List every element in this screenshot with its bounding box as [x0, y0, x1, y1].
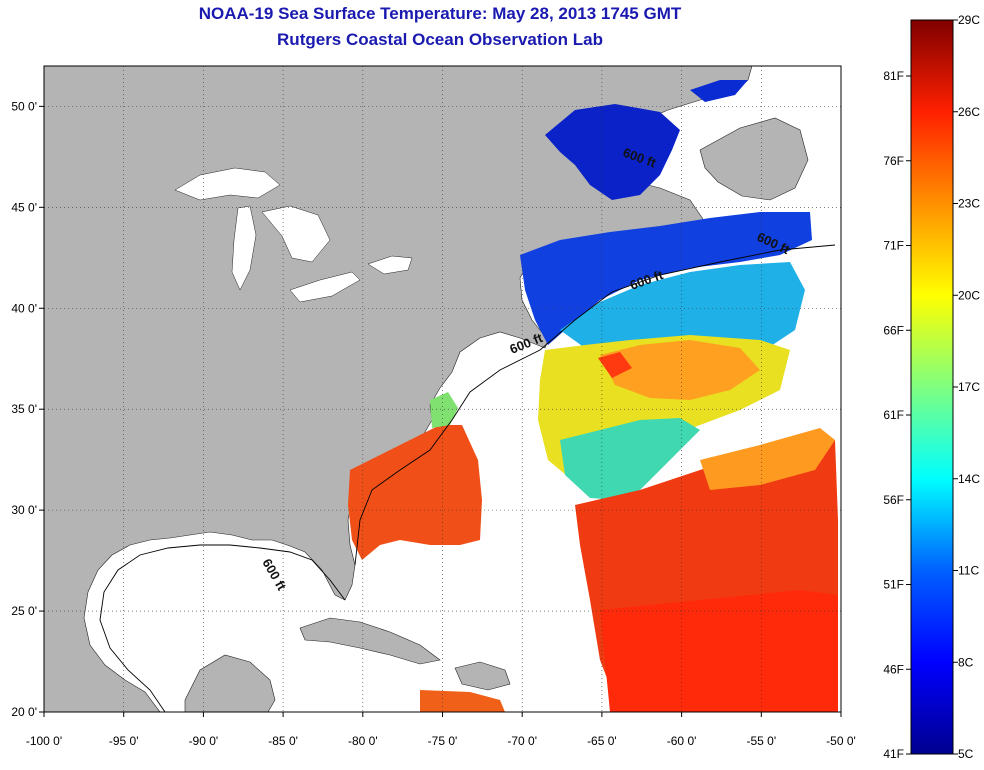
sst-gulf-of-st-lawrence: [545, 104, 680, 200]
lake-huron: [261, 205, 331, 263]
land-yucatan: [184, 654, 276, 712]
colorbar-label-celsius: 14C: [958, 472, 980, 486]
colorbar-label-celsius: 5C: [958, 747, 974, 761]
x-tick-label: -100 0': [26, 734, 62, 748]
map-subtitle: Rutgers Coastal Ocean Observation Lab: [277, 30, 603, 49]
colorbar-label-celsius: 8C: [958, 655, 974, 669]
colorbar-celsius-labels: 29C 26C 23C 20C 17C 14C 11C 8C 5C: [953, 13, 980, 761]
sst-gulf-stream-core: [598, 352, 632, 378]
sst-sargasso-north-edge: [700, 428, 835, 490]
colorbar-label-fahrenheit: 71F: [883, 239, 904, 253]
map-title: NOAA-19 Sea Surface Temperature: May 28,…: [198, 4, 682, 23]
colorbar-label-fahrenheit: 81F: [883, 69, 904, 83]
land-hispaniola: [454, 661, 511, 691]
sst-cool-band: [560, 418, 700, 500]
sst-sargasso-south: [600, 590, 838, 712]
colorbar-label-fahrenheit: 51F: [883, 578, 904, 592]
lake-superior: [174, 167, 281, 201]
colorbar-label-celsius: 26C: [958, 105, 980, 119]
colorbar-label-celsius: 23C: [958, 197, 980, 211]
x-axis-ticks: -100 0' -95 0' -90 0' -85 0' -80 0' -75 0' -70…: [26, 712, 856, 748]
x-tick-label: -90 0': [189, 734, 219, 748]
x-tick-label: -75 0': [428, 734, 458, 748]
x-tick-label: -50 0': [826, 734, 856, 748]
land-north-america: [44, 66, 753, 712]
lake-ontario: [367, 255, 413, 275]
y-tick-label: 45 0': [11, 200, 37, 214]
x-tick-label: -60 0': [667, 734, 697, 748]
sst-slope-warm: [600, 340, 760, 400]
y-tick-label: 40 0': [11, 301, 37, 315]
x-tick-label: -70 0': [507, 734, 537, 748]
sst-caribbean: [420, 690, 505, 712]
sst-south-atlantic-bight: [348, 425, 482, 560]
colorbar-label-fahrenheit: 41F: [883, 747, 904, 761]
lake-erie: [289, 271, 361, 303]
land-cuba: [299, 617, 441, 665]
y-tick-label: 35 0': [11, 402, 37, 416]
y-tick-label: 20 0': [11, 705, 37, 719]
sst-gulf-of-maine: [520, 212, 812, 345]
colorbar-fahrenheit-labels: 81F 76F 71F 66F 61F 56F 51F 46F 41F: [883, 69, 911, 761]
sst-cape-hatteras-green: [430, 392, 458, 428]
x-tick-label: -95 0': [109, 734, 139, 748]
colorbar-label-fahrenheit: 46F: [883, 662, 904, 676]
land-newfoundland: [699, 117, 809, 201]
x-tick-label: -85 0': [268, 734, 298, 748]
x-tick-label: -65 0': [587, 734, 617, 748]
colorbar-label-fahrenheit: 56F: [883, 493, 904, 507]
colorbar-label-fahrenheit: 61F: [883, 408, 904, 422]
isobath-600ft-gulf: [99, 544, 346, 712]
colorbar-label-fahrenheit: 66F: [883, 323, 904, 337]
map-gridlines: [44, 66, 841, 712]
colorbar-label-celsius: 29C: [958, 13, 980, 27]
isobath-600ft-east: [354, 244, 836, 566]
y-tick-label: 25 0': [11, 604, 37, 618]
y-axis-ticks: 50 0' 45 0' 40 0' 35 0' 30 0' 25 0' 20 0': [11, 99, 44, 719]
sst-shelf-transition: [560, 262, 805, 355]
y-tick-label: 30 0': [11, 503, 37, 517]
colorbar-label-celsius: 17C: [958, 380, 980, 394]
y-tick-label: 50 0': [11, 99, 37, 113]
sst-labrador-shelf: [690, 80, 748, 102]
colorbar-label-celsius: 20C: [958, 288, 980, 302]
lake-michigan: [231, 205, 257, 291]
colorbar-label-celsius: 11C: [958, 564, 979, 578]
colorbar-label-fahrenheit: 76F: [883, 154, 904, 168]
x-tick-label: -80 0': [348, 734, 378, 748]
colorbar: [910, 19, 954, 755]
x-tick-label: -55 0': [746, 734, 776, 748]
